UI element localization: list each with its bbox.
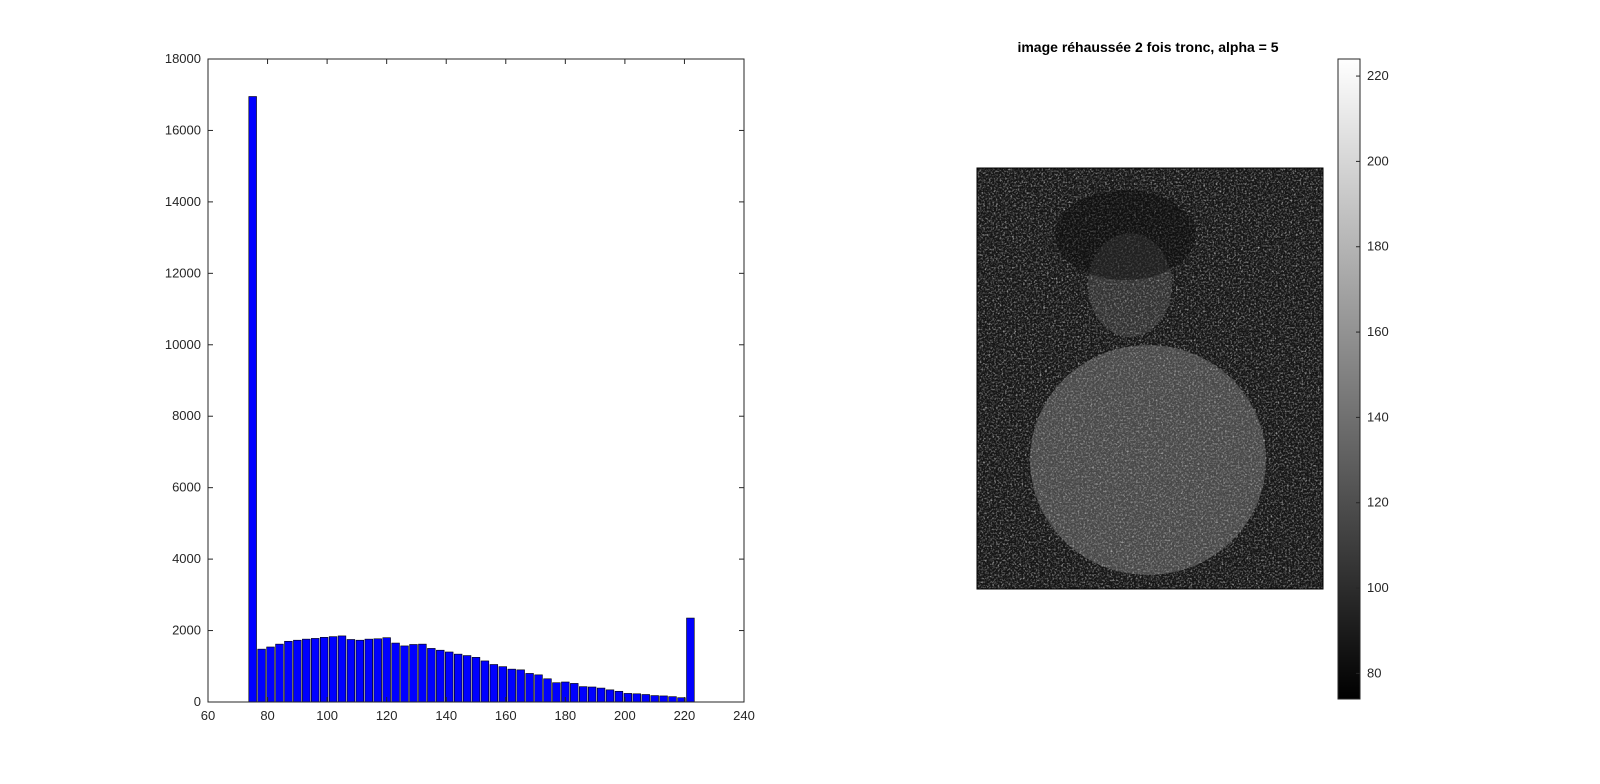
histogram-bar [471, 657, 481, 703]
histogram-bar [659, 695, 668, 703]
colorbar-ticks: 80 100 120 140 160 180 200 220 [1356, 68, 1389, 680]
histogram-bar [507, 668, 516, 703]
histogram-chart: 60 80 100 120 140 160 180 200 220 240 02000400060… [165, 51, 755, 723]
y-tick-label: 2000 [172, 623, 201, 638]
histogram-bar [543, 678, 552, 703]
histogram-bar [266, 646, 275, 703]
histogram-bar [275, 643, 284, 703]
y-tick-label: 6000 [172, 480, 201, 495]
histogram-bar [391, 642, 400, 703]
image-hair [1055, 190, 1195, 280]
image-title: image réhaussée 2 fois tronc, alpha = 5 [1017, 39, 1278, 55]
histogram-bar [400, 645, 409, 703]
histogram-bar [498, 666, 507, 703]
histogram-bar [427, 648, 436, 703]
histogram-bars [248, 96, 695, 703]
histogram-bar [587, 686, 597, 703]
colorbar-tick-label: 140 [1367, 409, 1389, 424]
histogram-bar [552, 682, 561, 703]
histogram-x-axis: 60 80 100 120 140 160 180 200 220 240 [201, 59, 755, 723]
histogram-y-axis: 0 2000 4000 6000 8000 10000 12000 14000 16000 180… [165, 51, 744, 709]
image-figure-body [1030, 345, 1266, 575]
colorbar-tick-label: 160 [1367, 324, 1389, 339]
histogram-bar [650, 695, 659, 703]
x-tick-label: 200 [614, 708, 636, 723]
histogram-bar [319, 637, 329, 703]
histogram-bar [257, 648, 266, 703]
x-tick-label: 240 [733, 708, 755, 723]
colorbar-tick-label: 200 [1367, 153, 1389, 168]
histogram-bar [641, 694, 650, 703]
colorbar-tick-label: 180 [1367, 239, 1389, 254]
histogram-bar [284, 640, 293, 703]
histogram-bar [632, 693, 641, 703]
y-tick-label: 0 [194, 694, 201, 709]
colorbar-tick-label: 220 [1367, 68, 1389, 83]
histogram-bar [328, 636, 338, 703]
y-tick-label: 10000 [165, 337, 201, 352]
histogram-bar [579, 686, 588, 703]
histogram-bar [668, 696, 677, 703]
histogram-bar [248, 96, 257, 703]
x-tick-label: 140 [435, 708, 457, 723]
histogram-bar [534, 674, 543, 703]
histogram-bar [516, 669, 525, 703]
histogram-bar [570, 683, 579, 703]
colorbar-gradient [1337, 58, 1361, 700]
histogram-bar [596, 687, 606, 703]
x-tick-label: 100 [316, 708, 338, 723]
histogram-bar [364, 638, 373, 703]
histogram-bar [614, 690, 624, 703]
y-tick-label: 18000 [165, 51, 201, 66]
histogram-bar [373, 638, 382, 703]
histogram-bar [337, 635, 347, 703]
histogram-bar [489, 664, 499, 703]
x-tick-label: 60 [201, 708, 215, 723]
histogram-bar [302, 638, 311, 703]
colorbar-tick-label: 120 [1367, 495, 1389, 510]
histogram-bar [409, 644, 418, 703]
histogram-axes-box [207, 58, 745, 703]
histogram-bar [605, 689, 615, 703]
colorbar-tick-label: 100 [1367, 580, 1389, 595]
y-tick-label: 14000 [165, 194, 201, 209]
x-tick-label: 160 [495, 708, 517, 723]
histogram-bar [346, 639, 356, 703]
histogram-bar [462, 655, 472, 703]
enhanced-image [976, 167, 1324, 590]
colorbar-tick-label: 80 [1367, 665, 1381, 680]
image-panel: image réhaussée 2 fois tronc, alpha = 5 … [976, 39, 1389, 700]
x-tick-label: 180 [554, 708, 576, 723]
histogram-bar [453, 653, 463, 703]
y-tick-label: 12000 [165, 265, 201, 280]
histogram-bar [480, 660, 490, 703]
histogram-bar [686, 617, 695, 703]
histogram-bar [436, 649, 445, 703]
colorbar: 80 100 120 140 160 180 200 220 [1337, 58, 1389, 700]
image-figure-head [1088, 233, 1172, 337]
histogram-bar [355, 639, 365, 703]
histogram-bar [382, 637, 391, 703]
y-tick-label: 8000 [172, 408, 201, 423]
histogram-bar [445, 651, 454, 703]
histogram-bar [293, 639, 302, 703]
histogram-bar [311, 638, 320, 703]
y-tick-label: 16000 [165, 122, 201, 137]
x-tick-label: 120 [376, 708, 398, 723]
histogram-plot-area [208, 59, 744, 702]
y-tick-label: 4000 [172, 551, 201, 566]
histogram-bar [418, 643, 427, 703]
histogram-bar [525, 673, 534, 703]
x-tick-label: 220 [674, 708, 696, 723]
x-tick-label: 80 [260, 708, 274, 723]
